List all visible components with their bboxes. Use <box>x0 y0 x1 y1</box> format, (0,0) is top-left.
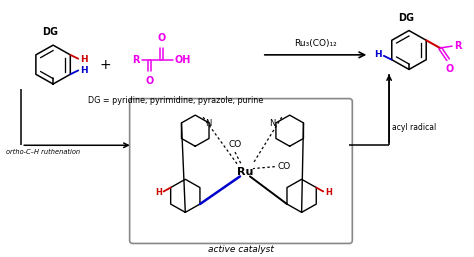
Text: N: N <box>269 119 276 128</box>
Text: active catalyst: active catalyst <box>208 245 274 254</box>
FancyBboxPatch shape <box>129 99 352 243</box>
Text: Ru₃(CO)₁₂: Ru₃(CO)₁₂ <box>294 39 337 48</box>
Text: OH: OH <box>174 55 191 65</box>
Text: ortho-C–H ruthenation: ortho-C–H ruthenation <box>6 149 81 155</box>
Text: R: R <box>454 41 462 51</box>
Text: N: N <box>205 119 211 128</box>
Text: O: O <box>146 76 154 86</box>
Text: H: H <box>325 188 332 197</box>
Text: DG: DG <box>42 27 58 37</box>
Text: H: H <box>80 66 88 75</box>
Text: +: + <box>100 58 111 72</box>
Text: CO: CO <box>228 140 242 149</box>
Text: DG: DG <box>398 13 414 23</box>
Text: CO: CO <box>278 162 291 171</box>
Text: H: H <box>374 50 382 59</box>
Text: O: O <box>157 33 165 43</box>
Text: O: O <box>446 63 454 74</box>
Text: H: H <box>80 55 88 64</box>
Text: acyl radical: acyl radical <box>392 123 437 132</box>
Text: DG = pyridine, pyrimidine, pyrazole, purine: DG = pyridine, pyrimidine, pyrazole, pur… <box>88 96 263 105</box>
Text: Ru: Ru <box>237 167 253 177</box>
Text: R: R <box>132 55 139 65</box>
Text: H: H <box>155 188 162 197</box>
